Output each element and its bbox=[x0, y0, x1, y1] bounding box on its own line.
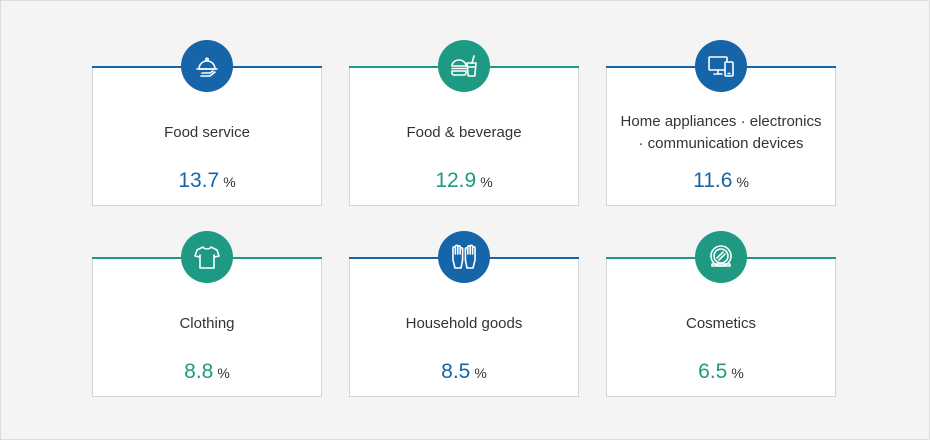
burger-drink-icon bbox=[438, 40, 490, 92]
cloche-icon bbox=[181, 40, 233, 92]
label-line: · communication devices bbox=[638, 135, 804, 152]
value-row: 6.5% bbox=[607, 358, 835, 388]
label-line: Cosmetics bbox=[685, 315, 756, 332]
card-clothing: Clothing 8.8% bbox=[92, 231, 322, 397]
card-household-goods: Household goods 8.5% bbox=[349, 231, 579, 397]
percentage-value: 12.9 bbox=[435, 169, 477, 192]
percentage-unit: % bbox=[480, 174, 493, 190]
value-row: 12.9% bbox=[350, 167, 578, 197]
percentage-value: 6.5 bbox=[698, 360, 728, 383]
monitor-phone-icon bbox=[695, 40, 747, 92]
gloves-icon bbox=[438, 231, 490, 283]
percentage-value: 11.6 bbox=[693, 169, 733, 192]
card-label: Household goods bbox=[350, 313, 578, 335]
label-line: Food & beverage bbox=[406, 124, 522, 141]
percentage-value: 8.8 bbox=[184, 360, 214, 383]
card-home-appliances: Home appliances · electronics · communic… bbox=[606, 40, 836, 206]
label-line: Home appliances · electronics bbox=[620, 113, 822, 130]
percentage-unit: % bbox=[223, 174, 236, 190]
card-cosmetics: Cosmetics 6.5% bbox=[606, 231, 836, 397]
percentage-value: 8.5 bbox=[441, 360, 471, 383]
percentage-unit: % bbox=[474, 365, 487, 381]
value-row: 8.8% bbox=[93, 358, 321, 388]
card-label: Home appliances · electronics · communic… bbox=[607, 111, 835, 155]
card-label: Food service bbox=[93, 122, 321, 144]
percentage-value: 13.7 bbox=[178, 169, 220, 192]
tshirt-icon bbox=[181, 231, 233, 283]
value-row: 11.6% bbox=[607, 167, 835, 197]
label-line: Clothing bbox=[179, 315, 235, 332]
value-row: 8.5% bbox=[350, 358, 578, 388]
percentage-unit: % bbox=[217, 365, 230, 381]
label-line: Household goods bbox=[405, 315, 523, 332]
card-food-service: Food service 13.7% bbox=[92, 40, 322, 206]
label-line: Food service bbox=[164, 124, 250, 141]
card-label: Food & beverage bbox=[350, 122, 578, 144]
value-row: 13.7% bbox=[93, 167, 321, 197]
card-food-beverage: Food & beverage 12.9% bbox=[349, 40, 579, 206]
card-label: Cosmetics bbox=[607, 313, 835, 335]
percentage-unit: % bbox=[731, 365, 744, 381]
compact-mirror-icon bbox=[695, 231, 747, 283]
percentage-unit: % bbox=[736, 174, 749, 190]
card-label: Clothing bbox=[93, 313, 321, 335]
